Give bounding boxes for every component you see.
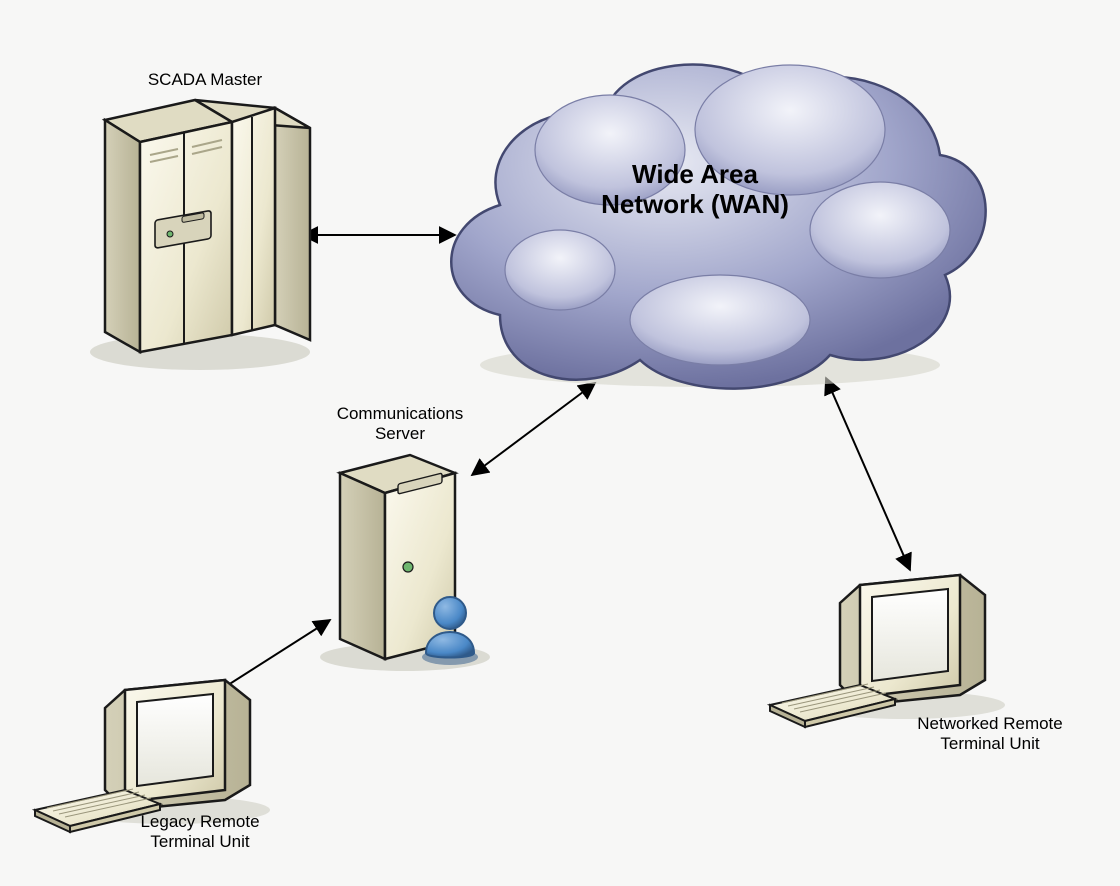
- cloud-label-line1: Wide Area: [632, 159, 758, 189]
- comms-server-icon: [320, 455, 490, 671]
- networked-rtu-label: Networked Remote Terminal Unit: [895, 714, 1085, 753]
- cloud-label-line2: Network (WAN): [601, 189, 789, 219]
- comms-label-line1: Communications: [337, 404, 464, 423]
- edge-comms-cloud: [472, 383, 595, 475]
- networked-rtu-icon: [770, 575, 1005, 727]
- networked-label-line1: Networked Remote: [917, 714, 1063, 733]
- legacy-rtu-icon: [35, 680, 270, 832]
- scada-master-label: SCADA Master: [120, 70, 290, 90]
- cloud-icon: [451, 65, 985, 389]
- scada-master-icon: [90, 100, 310, 370]
- diagram-stage: SCADA Master Wide Area Network (WAN) Com…: [0, 0, 1120, 886]
- networked-label-line2: Terminal Unit: [940, 734, 1039, 753]
- comms-server-label: Communications Server: [310, 404, 490, 443]
- diagram-svg: [0, 0, 1120, 886]
- cloud-label: Wide Area Network (WAN): [565, 160, 825, 220]
- legacy-rtu-label: Legacy Remote Terminal Unit: [110, 812, 290, 851]
- legacy-label-line2: Terminal Unit: [150, 832, 249, 851]
- edge-cloud-networked: [826, 378, 910, 570]
- comms-label-line2: Server: [375, 424, 425, 443]
- legacy-label-line1: Legacy Remote: [140, 812, 259, 831]
